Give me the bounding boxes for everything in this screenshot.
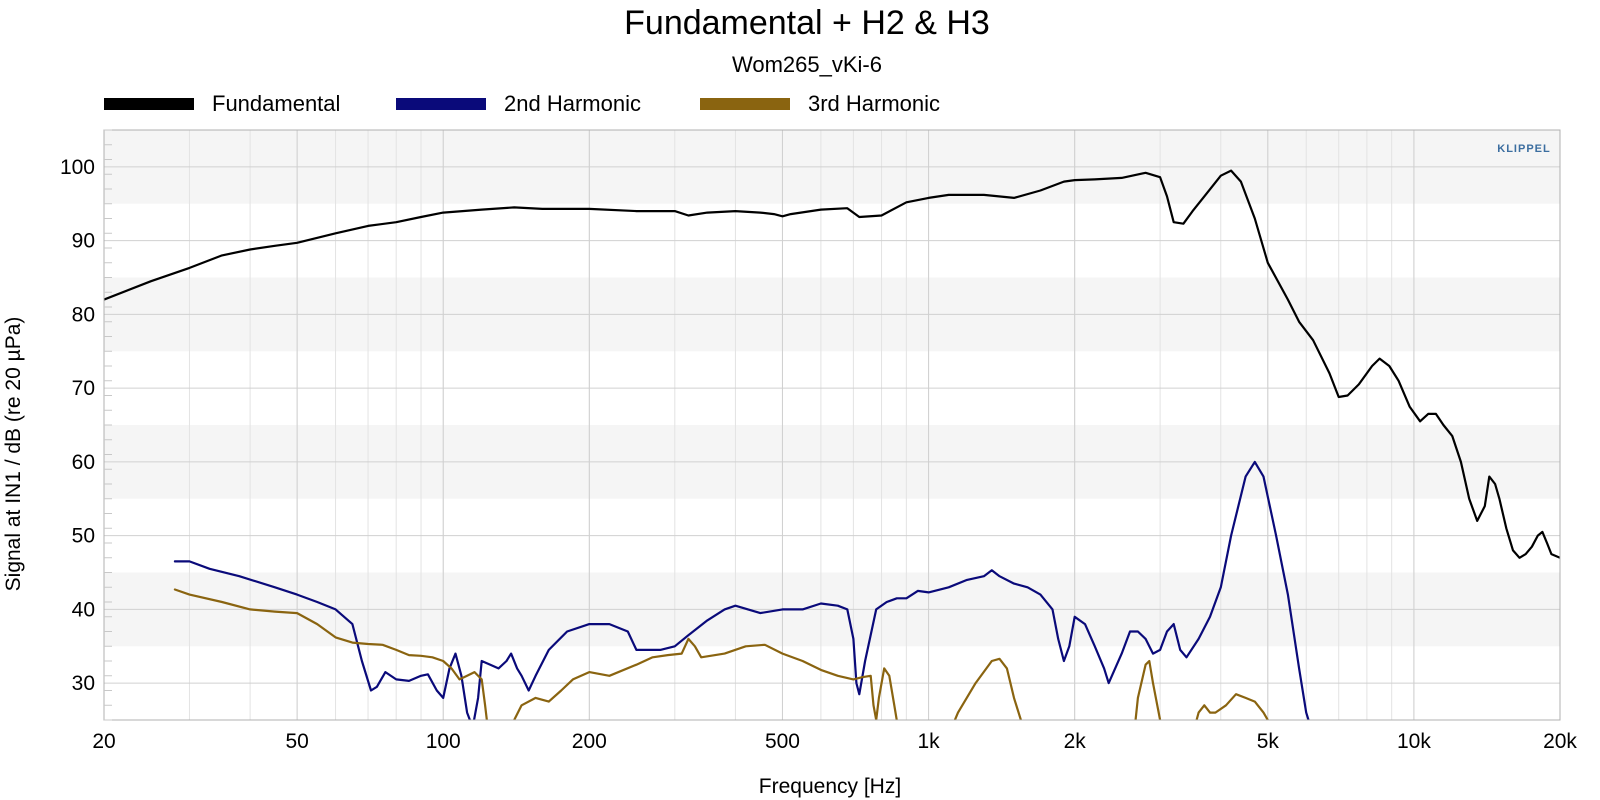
y-tick-label: 90 bbox=[72, 230, 95, 253]
x-tick-label: 100 bbox=[426, 730, 461, 753]
series-line-2nd-harmonic bbox=[173, 460, 1310, 720]
series-line-fundamental bbox=[104, 169, 1560, 559]
series-lines bbox=[104, 169, 1560, 720]
legend: Fundamental 2nd Harmonic 3rd Harmonic bbox=[104, 91, 940, 116]
x-axis-ticks: 20 50 100 200 500 1k 2k 5k 10k 20k bbox=[92, 730, 1577, 753]
legend-label-fundamental: Fundamental bbox=[212, 91, 340, 116]
legend-swatch-3rd-harmonic bbox=[700, 98, 790, 110]
y-tick-label: 60 bbox=[72, 451, 95, 474]
legend-swatch-fundamental bbox=[104, 98, 194, 110]
background-bands bbox=[104, 130, 1560, 720]
y-axis-ticks: 30 40 50 60 70 80 90 100 bbox=[60, 129, 112, 721]
klippel-logo: KLIPPEL bbox=[1497, 143, 1550, 155]
y-tick-label: 30 bbox=[72, 672, 95, 695]
x-tick-label: 20 bbox=[92, 730, 115, 753]
legend-label-2nd-harmonic: 2nd Harmonic bbox=[504, 91, 641, 116]
x-tick-label: 20k bbox=[1543, 730, 1577, 753]
y-tick-label: 80 bbox=[72, 303, 95, 326]
y-tick-label: 100 bbox=[60, 156, 95, 179]
legend-swatch-2nd-harmonic bbox=[396, 98, 486, 110]
x-tick-label: 500 bbox=[765, 730, 800, 753]
y-axis-label: Signal at IN1 / dB (re 20 µPa) bbox=[2, 317, 25, 592]
x-tick-label: 1k bbox=[917, 730, 940, 753]
x-tick-label: 50 bbox=[285, 730, 308, 753]
x-tick-label: 5k bbox=[1257, 730, 1280, 753]
chart-subtitle: Wom265_vKi-6 bbox=[732, 52, 882, 77]
y-tick-label: 70 bbox=[72, 377, 95, 400]
x-tick-label: 2k bbox=[1064, 730, 1087, 753]
legend-label-3rd-harmonic: 3rd Harmonic bbox=[808, 91, 940, 116]
y-tick-label: 50 bbox=[72, 525, 95, 548]
series-line-3rd-harmonic bbox=[173, 588, 1269, 720]
x-tick-label: 200 bbox=[572, 730, 607, 753]
x-axis-label: Frequency [Hz] bbox=[759, 775, 901, 798]
y-tick-label: 40 bbox=[72, 598, 95, 621]
chart-title: Fundamental + H2 & H3 bbox=[624, 4, 990, 42]
x-tick-label: 10k bbox=[1397, 730, 1431, 753]
